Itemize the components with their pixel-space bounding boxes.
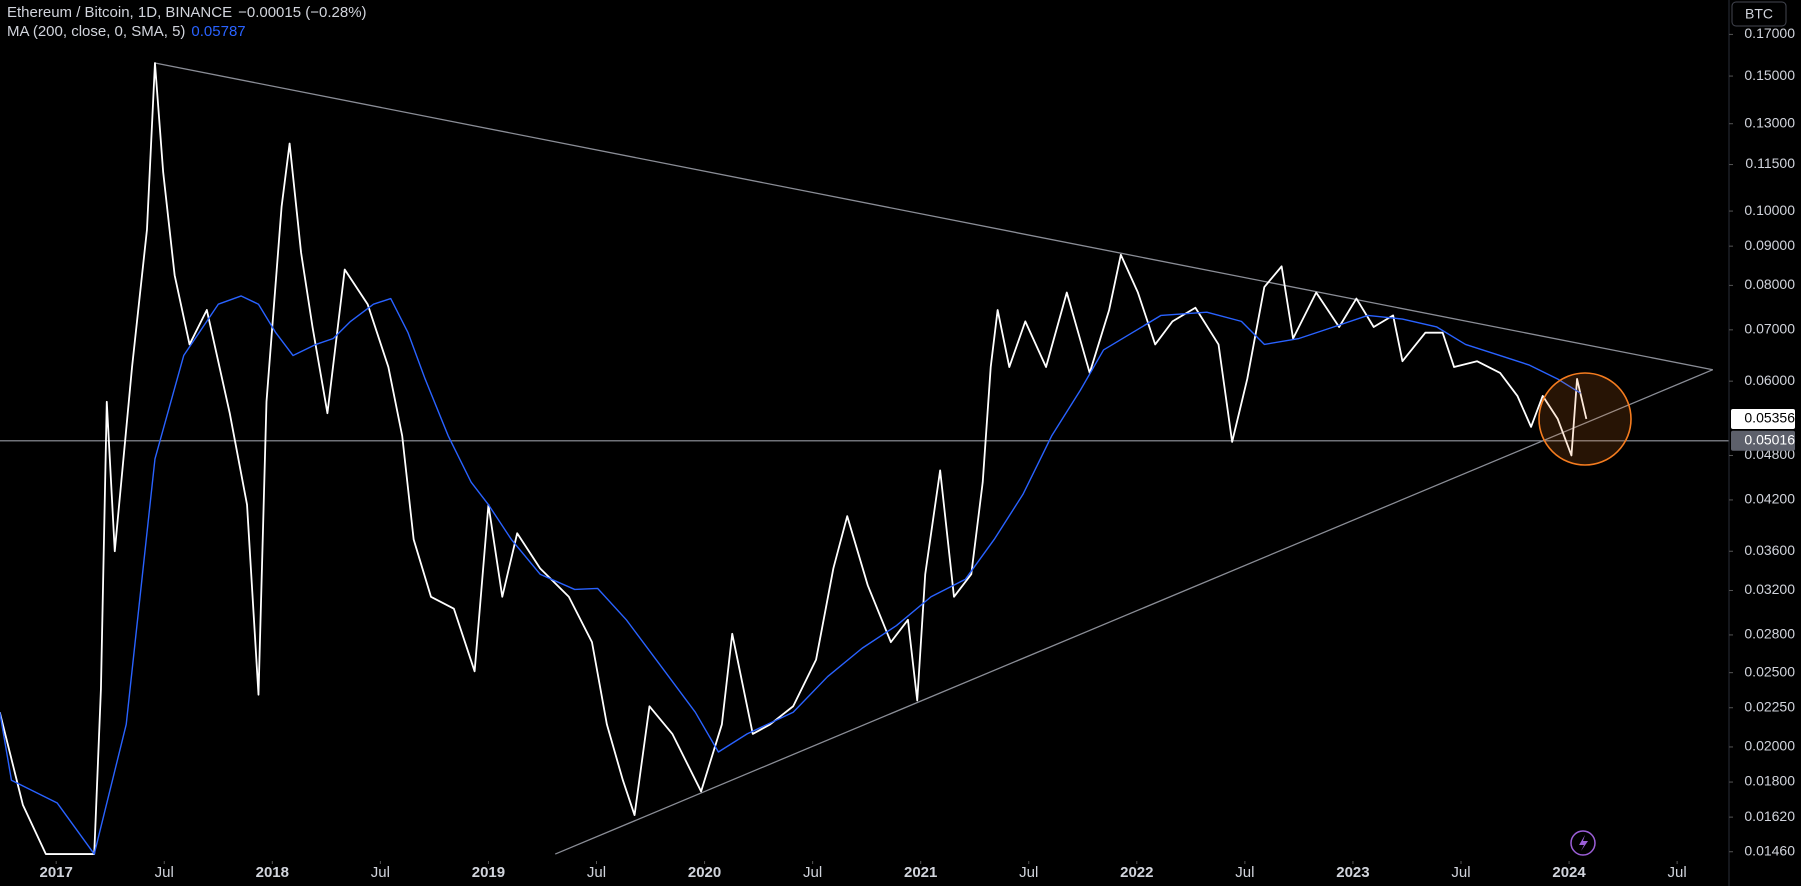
highlight-circle bbox=[1538, 372, 1632, 466]
x-tick-label: 2023 bbox=[1336, 864, 1369, 881]
y-tick-label: 0.02000 bbox=[1744, 738, 1795, 754]
price-change: −0.00015 (−0.28%) bbox=[238, 4, 367, 21]
y-tick-label: 0.07000 bbox=[1744, 321, 1795, 337]
axes: 0.17000 0.15000 0.13000 0.11500 0.10000 0.090… bbox=[40, 0, 1801, 886]
trend-line bbox=[154, 62, 1713, 371]
y-tick-label: 0.06000 bbox=[1744, 372, 1795, 388]
x-tick-label: 2019 bbox=[472, 864, 505, 881]
x-tick-label: 2021 bbox=[904, 864, 937, 881]
plot-area bbox=[0, 62, 1729, 855]
currency-button[interactable] bbox=[1731, 1, 1787, 27]
y-tick-label: 0.08000 bbox=[1744, 276, 1795, 292]
y-tick-label: 0.10000 bbox=[1744, 202, 1795, 218]
y-tick-label: 0.02800 bbox=[1744, 626, 1795, 642]
ma-name: MA (200, close, 0, SMA, 5) bbox=[7, 23, 186, 40]
y-tick-label: 0.01800 bbox=[1744, 773, 1795, 789]
x-tick-label: Jul bbox=[1235, 864, 1254, 881]
y-tick-label: 0.03600 bbox=[1744, 542, 1795, 558]
x-tick-label: Jul bbox=[587, 864, 606, 881]
legend: Ethereum / Bitcoin, 1D, BINANCE −0.00015 … bbox=[7, 3, 373, 41]
x-tick-label: Jul bbox=[1019, 864, 1038, 881]
y-tick-label: 0.01620 bbox=[1744, 808, 1795, 824]
legend-row: Ethereum / Bitcoin, 1D, BINANCE −0.00015 … bbox=[7, 3, 373, 22]
y-tick-label: 0.04200 bbox=[1744, 491, 1795, 507]
x-tick-label: 2024 bbox=[1552, 864, 1586, 881]
x-tick-label: Jul bbox=[1668, 864, 1687, 881]
lightning-icon[interactable] bbox=[1570, 830, 1596, 856]
y-tick-label: 0.09000 bbox=[1744, 237, 1795, 253]
legend-row: MA (200, close, 0, SMA, 5) 0.05787 bbox=[7, 22, 373, 41]
level-tag bbox=[1731, 430, 1795, 451]
x-tick-label: Jul bbox=[371, 864, 390, 881]
ma-value: 0.05787 bbox=[191, 23, 246, 40]
x-tick-label: 2020 bbox=[688, 864, 721, 881]
price-tag-label: 0.05356 bbox=[1744, 410, 1795, 426]
y-tick-label: 0.17000 bbox=[1744, 25, 1795, 41]
x-tick-label: 2018 bbox=[256, 864, 289, 881]
y-tick-label: 0.02250 bbox=[1744, 698, 1795, 714]
y-tick-label: 0.13000 bbox=[1744, 114, 1795, 130]
y-tick-label: 0.11500 bbox=[1745, 155, 1795, 171]
ma-line bbox=[0, 295, 1581, 855]
x-tick-label: Jul bbox=[155, 864, 174, 881]
x-tick-label: Jul bbox=[1451, 864, 1470, 881]
x-tick-label: 2022 bbox=[1120, 864, 1153, 881]
lightning-glyph bbox=[1579, 835, 1588, 851]
price-line bbox=[0, 62, 1588, 855]
y-tick-label: 0.02500 bbox=[1744, 663, 1795, 679]
x-tick-label: 2017 bbox=[40, 864, 73, 881]
y-tick-label: 0.01460 bbox=[1744, 842, 1795, 858]
x-tick-label: Jul bbox=[803, 864, 822, 881]
trend-line bbox=[554, 369, 1714, 855]
y-tick-label: 0.03200 bbox=[1744, 581, 1795, 597]
y-tick-label: 0.15000 bbox=[1744, 67, 1795, 83]
price-tag bbox=[1731, 408, 1795, 429]
currency-label[interactable]: BTC bbox=[1745, 6, 1773, 22]
symbol-title: Ethereum / Bitcoin, 1D, BINANCE bbox=[7, 4, 233, 21]
level-tag-label: 0.05016 bbox=[1744, 432, 1795, 448]
